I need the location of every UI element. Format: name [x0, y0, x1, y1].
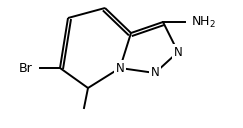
- Text: N: N: [116, 61, 124, 74]
- Text: NH$_2$: NH$_2$: [191, 14, 216, 30]
- Text: N: N: [174, 45, 182, 58]
- Text: N: N: [151, 67, 159, 79]
- Text: Br: Br: [18, 61, 32, 74]
